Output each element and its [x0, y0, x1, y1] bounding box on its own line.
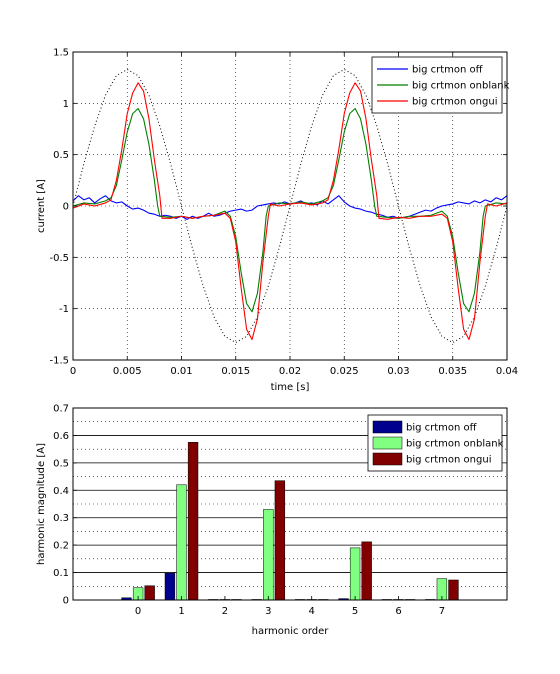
top-x-tick-label: 0.01: [170, 366, 192, 377]
bottom-legend-swatch: [372, 452, 403, 466]
top-y-tick-label: 1.5: [53, 48, 69, 59]
top-legend-label: big crtmon ongui: [412, 97, 497, 108]
top-legend-label: big crtmon off: [412, 65, 484, 76]
bar-1-5: [349, 547, 361, 601]
top-y-tick-label: 0.5: [53, 150, 69, 161]
bottom-y-tick-label: 0.7: [53, 404, 69, 415]
bar-0-1: [164, 572, 176, 601]
bottom-y-tick-label: 0.3: [53, 513, 69, 524]
top-x-tick-label: 0: [70, 366, 76, 377]
bar-1-1: [176, 484, 187, 601]
bar-2-7: [448, 579, 459, 601]
bottom-x-tick-label: 3: [265, 606, 271, 617]
bar-2-3: [274, 480, 286, 601]
top-x-tick-label: 0.025: [330, 366, 359, 377]
bottom-y-tick-label: 0.5: [53, 458, 69, 469]
bottom-axes-box: [72, 407, 508, 601]
bottom-x-tick-label: 4: [309, 606, 315, 617]
bottom-bars: [121, 442, 459, 601]
bar-2-1: [187, 442, 199, 601]
top-y-axis-label: current [A]: [36, 179, 47, 233]
top-x-tick-label: 0.02: [279, 366, 301, 377]
bottom-legend-swatch: [372, 420, 403, 434]
bottom-tick-labels: 0 0.1 0.2 0.3 0.4 0.5 0.6 0.7 0 1 2 3 4 5 6 7: [53, 404, 445, 618]
top-y-tick-label: -0.5: [49, 253, 69, 264]
reference-sine-line: [72, 68, 508, 344]
top-x-tick-label: 0.035: [438, 366, 467, 377]
top-tick-labels: 0 0.005 0.01 0.015 0.02 0.025 0.03 0.035 0.04 -1.…: [49, 48, 518, 378]
bottom-y-tick-label: 0.4: [53, 486, 69, 497]
top-x-tick-label: 0.005: [113, 366, 142, 377]
bottom-legend: big crtmon off big crtmon onblank big crtm…: [367, 414, 504, 472]
bottom-x-tick-label: 6: [395, 606, 401, 617]
top-grid: [73, 52, 507, 360]
bar-2-5: [361, 541, 372, 601]
bottom-y-axis-label: harmonic magnitude [A]: [36, 443, 47, 565]
bottom-y-tick-label: 0.6: [53, 431, 69, 442]
top-x-tick-label: 0.03: [387, 366, 409, 377]
top-x-tick-label: 0.04: [496, 366, 518, 377]
harmonics-bar-chart: 0 0.1 0.2 0.3 0.4 0.5 0.6 0.7 0 1 2 3 4 5 6 7 harmonic …: [36, 404, 508, 637]
top-y-tick-label: 0: [63, 202, 69, 213]
bar-1-3: [263, 509, 274, 601]
bottom-y-tick-label: 0.2: [53, 541, 69, 552]
bottom-x-tick-label: 0: [135, 606, 141, 617]
top-series-lines: [72, 68, 508, 344]
bottom-x-axis-label: harmonic order: [252, 626, 330, 637]
bottom-x-tick-label: 2: [222, 606, 228, 617]
top-legend-label: big crtmon onblank: [412, 81, 510, 92]
top-legend: big crtmon off big crtmon onblank big crtm…: [371, 56, 510, 114]
bottom-x-tick-label: 7: [439, 606, 445, 617]
bottom-y-tick-label: 0: [63, 596, 69, 607]
top-y-tick-label: 1: [63, 99, 69, 110]
top-x-axis-label: time [s]: [271, 382, 310, 393]
bottom-x-tick-label: 5: [352, 606, 358, 617]
bottom-legend-swatch: [372, 436, 403, 450]
top-y-tick-label: -1.5: [49, 356, 69, 367]
series-line-2: [72, 82, 508, 341]
top-x-tick-label: 0.015: [221, 366, 250, 377]
bar-2-0: [144, 585, 155, 601]
bottom-legend-label: big crtmon off: [406, 423, 478, 434]
bottom-legend-label: big crtmon onblank: [406, 439, 504, 450]
current-waveform-chart: 0 0.005 0.01 0.015 0.02 0.025 0.03 0.035 0.04 -1.…: [36, 48, 518, 394]
bottom-legend-label: big crtmon ongui: [406, 455, 491, 466]
top-y-tick-label: -1: [59, 304, 69, 315]
bottom-x-tick-label: 1: [178, 606, 184, 617]
bottom-y-tick-label: 0.1: [53, 568, 69, 579]
